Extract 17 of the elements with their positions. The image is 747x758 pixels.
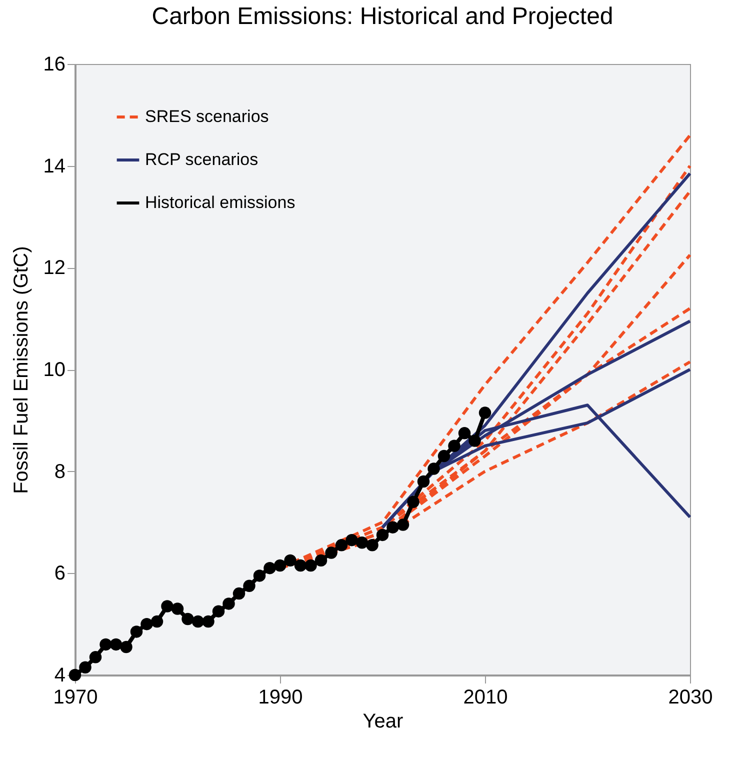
legend-label: RCP scenarios xyxy=(145,150,258,169)
y-tick-label: 4 xyxy=(54,664,66,686)
y-tick-label: 14 xyxy=(43,155,66,178)
y-axis-title: Fossil Fuel Emissions (GtC) xyxy=(10,246,32,494)
x-tick-label: 2010 xyxy=(463,686,508,708)
y-tick-label: 16 xyxy=(43,54,66,76)
y-tick-label: 6 xyxy=(54,562,66,585)
y-tick-label: 12 xyxy=(43,257,66,280)
chart-title: Carbon Emissions: Historical and Projected xyxy=(152,3,614,30)
x-tick-label: 1970 xyxy=(53,686,98,708)
x-tick-label: 1990 xyxy=(258,686,303,708)
y-tick-label: 8 xyxy=(54,460,66,483)
legend-label: Historical emissions xyxy=(145,193,296,212)
x-tick-label: 2030 xyxy=(668,686,713,708)
x-axis-title: Year xyxy=(362,710,404,732)
legend-label: SRES scenarios xyxy=(145,107,269,126)
y-tick-label: 10 xyxy=(43,359,66,381)
